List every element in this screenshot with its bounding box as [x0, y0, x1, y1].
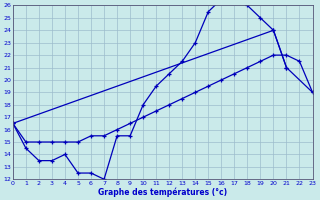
- X-axis label: Graphe des températures (°c): Graphe des températures (°c): [98, 187, 227, 197]
